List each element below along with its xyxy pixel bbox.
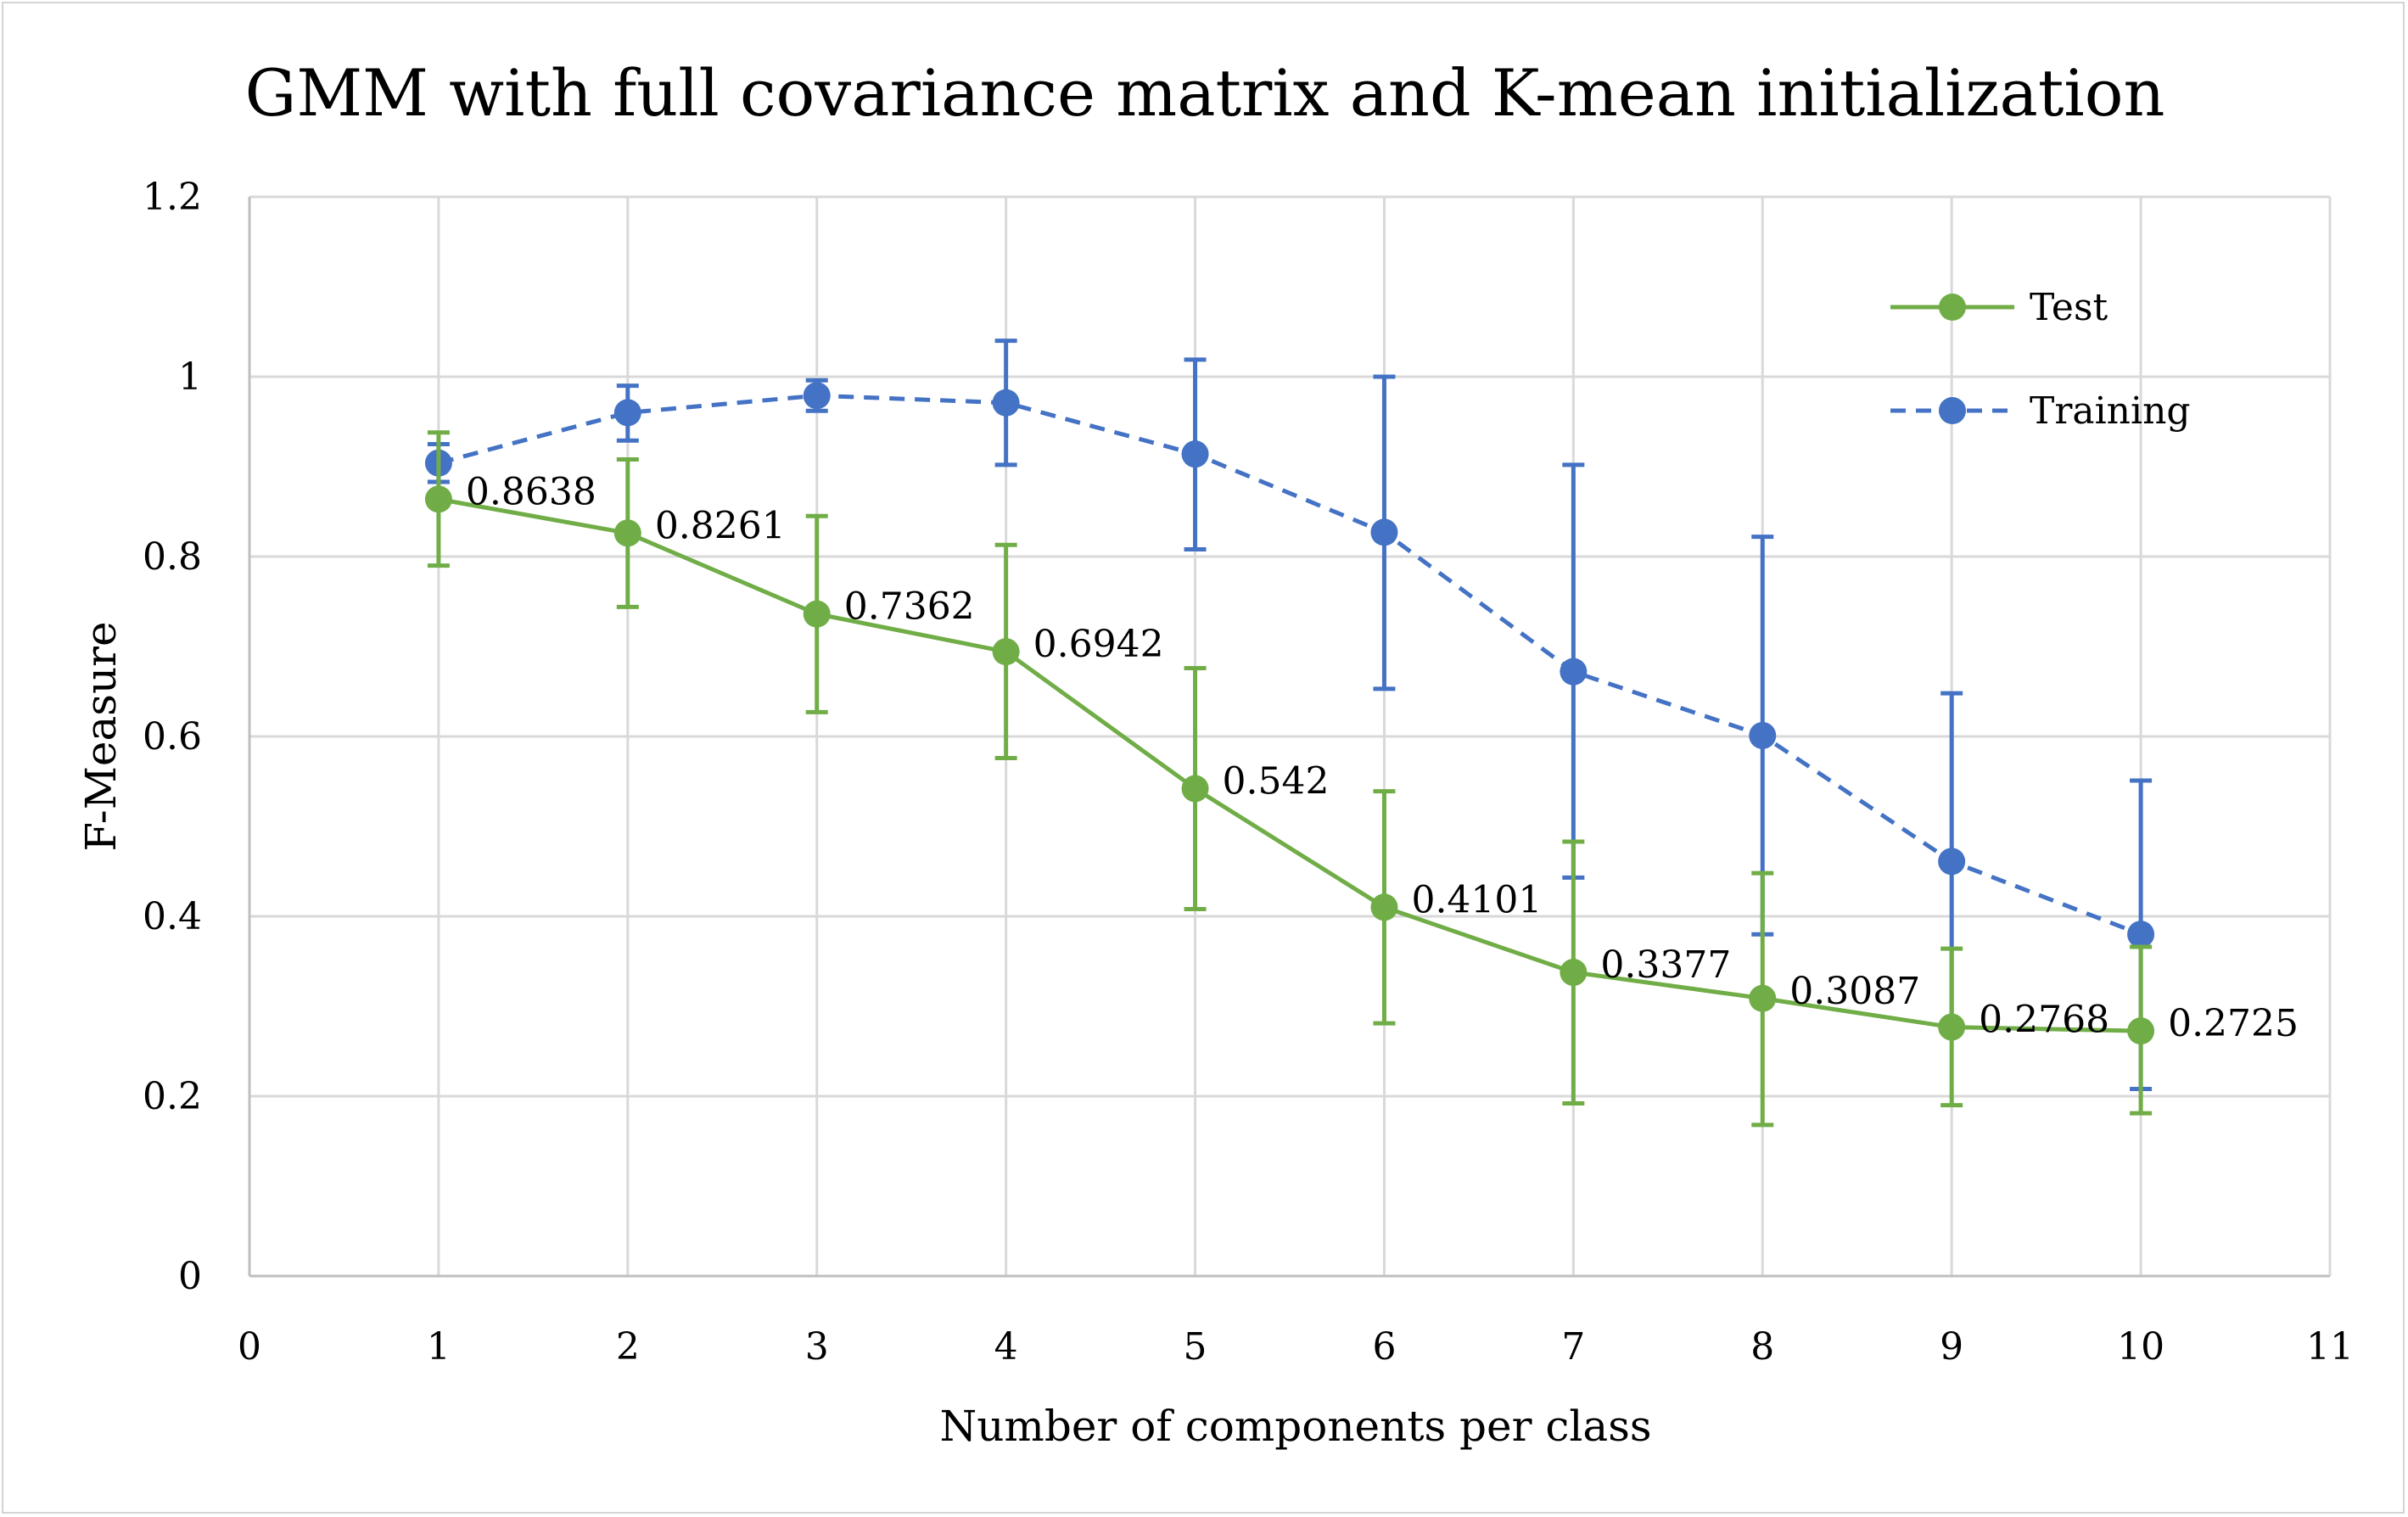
legend-training-marker: [1939, 397, 1966, 424]
x-tick-label: 5: [1184, 1325, 1207, 1369]
x-tick-label: 0: [238, 1325, 261, 1369]
training-point: [992, 389, 1020, 417]
test-data-label: 0.7362: [844, 585, 975, 629]
training-point: [1749, 721, 1777, 749]
training-point: [1560, 658, 1588, 686]
test-data-label: 0.6942: [1033, 623, 1164, 666]
x-tick-label: 11: [2306, 1325, 2354, 1369]
legend-test-marker: [1939, 294, 1966, 321]
test-data-label: 0.8261: [655, 504, 786, 547]
x-tick-label: 8: [1750, 1325, 1774, 1369]
test-line: [438, 496, 2142, 1033]
test-data-label: 0.4101: [1411, 878, 1542, 921]
test-point: [1938, 1013, 1966, 1041]
series-layer: [424, 339, 2155, 1128]
test-point: [1560, 959, 1588, 987]
grid: [249, 195, 2332, 1276]
training-line: [438, 393, 2142, 937]
x-tick-label: 10: [2117, 1325, 2164, 1369]
y-tick-label: 0: [178, 1255, 202, 1298]
legend: Test Training: [1890, 286, 2191, 433]
legend-test-label: Test: [2030, 286, 2108, 329]
y-axis-label: F-Measure: [76, 621, 126, 851]
test-point: [424, 485, 452, 513]
data-labels: 0.8638 0.8261 0.7362 0.6942 0.542 0.4101 0.337…: [466, 470, 2299, 1045]
x-tick-label: 9: [1940, 1325, 1963, 1369]
training-point: [1181, 440, 1209, 468]
axes: [248, 197, 2330, 1278]
test-point: [613, 519, 641, 547]
chart-title: GMM with full covariance matrix and K-me…: [245, 55, 2165, 131]
x-tick-label: 7: [1561, 1325, 1585, 1369]
x-axis-label: Number of components per class: [939, 1402, 1651, 1451]
test-data-label: 0.2725: [2168, 1002, 2299, 1045]
training-point: [1938, 848, 1966, 876]
y-tick-label: 0.8: [143, 535, 202, 579]
test-point: [992, 638, 1020, 666]
test-point: [2127, 1017, 2155, 1045]
x-tick-label: 2: [616, 1325, 640, 1369]
training-point: [2127, 921, 2155, 949]
test-point: [1749, 984, 1777, 1012]
test-data-label: 0.542: [1223, 759, 1330, 803]
test-point: [1181, 775, 1209, 803]
y-axis-ticks: 0 0.2 0.4 0.6 0.8 1 1.2: [143, 176, 202, 1298]
test-point: [1370, 893, 1398, 921]
y-tick-label: 0.4: [143, 895, 202, 938]
y-tick-label: 0.2: [143, 1075, 202, 1118]
y-tick-label: 1: [178, 355, 202, 399]
x-tick-label: 1: [427, 1325, 451, 1369]
test-data-label: 0.2768: [1979, 999, 2109, 1042]
y-tick-label: 1.2: [143, 176, 202, 219]
test-data-label: 0.3087: [1789, 970, 1920, 1013]
y-tick-label: 0.6: [143, 715, 202, 758]
training-point: [1370, 518, 1398, 546]
legend-training-label: Training: [2030, 389, 2191, 433]
x-tick-label: 6: [1372, 1325, 1396, 1369]
training-point: [803, 382, 831, 410]
x-tick-label: 4: [994, 1325, 1018, 1369]
training-point: [613, 399, 641, 427]
x-tick-label: 3: [805, 1325, 829, 1369]
series-test: [424, 430, 2155, 1128]
test-data-label: 0.3377: [1600, 943, 1731, 987]
test-data-label: 0.8638: [466, 470, 596, 513]
x-axis-ticks: 0 1 2 3 4 5 6 7 8 9 10 11: [238, 1325, 2354, 1369]
test-point: [803, 600, 831, 628]
